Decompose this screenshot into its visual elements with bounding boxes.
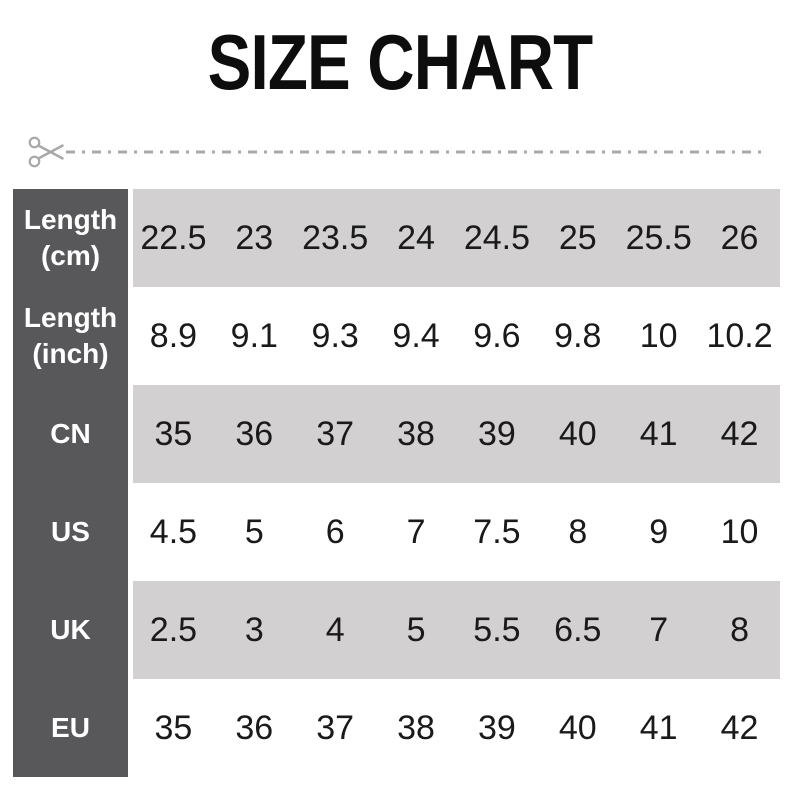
table-row-eu: 35 36 37 38 39 40 41 42 xyxy=(133,679,780,777)
size-cell: 36 xyxy=(235,708,274,747)
row-header-eu: EU xyxy=(13,679,128,777)
row-header-us: US xyxy=(13,483,128,581)
size-data-area: 22.5 23 23.5 24 24.5 25 25.5 26 8.9 9.1 … xyxy=(133,189,780,777)
size-cell: 36 xyxy=(235,414,274,453)
size-cell: 8.9 xyxy=(149,316,198,355)
size-cell: 9.1 xyxy=(230,316,278,355)
size-chart-table: Length (cm) Length (inch) CN US UK EU 22 xyxy=(13,189,780,777)
size-cell: 38 xyxy=(397,414,435,453)
size-cell: 4.5 xyxy=(149,512,198,551)
size-chart-page: SIZE CHART Length (cm) Length (inch) CN xyxy=(0,14,800,800)
size-cell: 25.5 xyxy=(625,218,692,257)
scissors-icon xyxy=(28,136,65,168)
size-cell: 5 xyxy=(244,512,264,551)
size-cell: 9.4 xyxy=(392,316,440,355)
cut-line xyxy=(28,132,763,172)
size-cell: 8 xyxy=(568,512,588,551)
size-cell: 9.8 xyxy=(554,316,602,355)
size-cell: 9.3 xyxy=(311,316,359,355)
table-row-cn: 35 36 37 38 39 40 41 42 xyxy=(133,385,780,483)
size-cell: 5.5 xyxy=(473,610,521,649)
size-cell: 9.6 xyxy=(473,316,521,355)
size-cell: 39 xyxy=(478,414,516,453)
row-header-label-line2: (cm) xyxy=(40,240,101,271)
size-cell: 26 xyxy=(720,218,759,257)
size-cell: 10.2 xyxy=(706,316,773,355)
size-cell: 37 xyxy=(316,414,355,453)
size-cell: 9 xyxy=(649,512,669,551)
size-cell: 24 xyxy=(397,218,435,257)
table-row-length-cm: 22.5 23 23.5 24 24.5 25 25.5 26 xyxy=(133,189,780,287)
row-header-label-line2: (inch) xyxy=(32,338,109,369)
row-header-length-cm: Length (cm) xyxy=(13,189,128,287)
size-cell: 40 xyxy=(558,708,597,747)
row-header-uk: UK xyxy=(13,581,128,679)
row-header-label-line1: CN xyxy=(50,417,91,449)
size-cell: 6.5 xyxy=(554,610,602,649)
size-cell: 38 xyxy=(397,708,435,747)
size-cell: 23 xyxy=(235,218,274,257)
size-cell: 41 xyxy=(639,708,678,747)
size-cell: 42 xyxy=(720,708,759,747)
size-cell: 4 xyxy=(325,610,345,649)
table-row-uk: 2.5 3 4 5 5.5 6.5 7 8 xyxy=(133,581,780,679)
row-header-label-line1: EU xyxy=(51,711,90,743)
page-title: SIZE CHART xyxy=(207,18,594,106)
size-cell: 35 xyxy=(154,414,193,453)
size-cell: 10 xyxy=(720,512,759,551)
size-cell: 8 xyxy=(730,610,750,649)
size-cell: 23.5 xyxy=(302,218,369,257)
size-cell: 41 xyxy=(639,414,678,453)
size-cell: 3 xyxy=(244,610,264,649)
cut-dash-line xyxy=(66,150,763,154)
size-cell: 22.5 xyxy=(140,218,207,257)
row-header-length-inch: Length (inch) xyxy=(13,287,128,385)
size-cell: 37 xyxy=(316,708,355,747)
size-cell: 6 xyxy=(325,512,345,551)
size-cell: 7 xyxy=(406,512,426,551)
size-cell: 25 xyxy=(558,218,597,257)
row-header-label-line1: Length xyxy=(23,301,118,333)
size-cell: 24.5 xyxy=(463,218,531,257)
size-cell: 2.5 xyxy=(149,610,198,649)
size-cell: 10 xyxy=(639,316,678,355)
size-cell: 40 xyxy=(558,414,597,453)
size-cell: 42 xyxy=(720,414,759,453)
row-header-column: Length (cm) Length (inch) CN US UK EU xyxy=(13,189,128,777)
row-header-cn: CN xyxy=(13,385,128,483)
size-cell: 7 xyxy=(649,610,669,649)
table-row-length-inch: 8.9 9.1 9.3 9.4 9.6 9.8 10 10.2 xyxy=(133,287,780,385)
size-cell: 5 xyxy=(406,610,426,649)
row-header-label-line1: US xyxy=(51,515,90,547)
size-cell: 39 xyxy=(478,708,516,747)
size-cell: 7.5 xyxy=(473,512,521,551)
row-header-label-line1: Length xyxy=(23,203,118,235)
size-cell: 35 xyxy=(154,708,193,747)
table-row-us: 4.5 5 6 7 7.5 8 9 10 xyxy=(133,483,780,581)
row-header-label-line1: UK xyxy=(50,613,91,645)
